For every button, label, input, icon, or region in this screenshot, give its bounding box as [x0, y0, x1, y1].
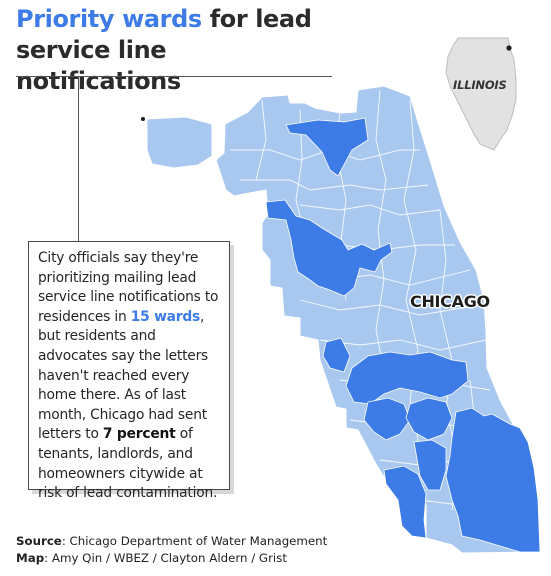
note-part1: City officials say they're prioritizing …	[38, 250, 219, 325]
callout-leader-line	[78, 77, 79, 243]
credits: Source: Chicago Department of Water Mana…	[16, 533, 327, 567]
title-rest: for lead	[201, 5, 312, 33]
note-wards-highlight: 15 wards	[130, 308, 201, 325]
illinois-locator	[445, 37, 517, 151]
priority-ward-south-central	[405, 397, 453, 441]
illinois-label: ILLINOIS	[453, 78, 507, 92]
chicago-location-dot	[506, 45, 512, 51]
title-accent: Priority wards	[16, 5, 202, 33]
priority-wards	[265, 117, 541, 553]
priority-ward-southwest-b	[363, 397, 411, 441]
map-credit-line: Map: Amy Qin / WBEZ / Clayton Aldern / G…	[16, 550, 327, 567]
note-percent-highlight: 7 percent	[102, 426, 176, 443]
map-credit-text: : Amy Qin / WBEZ / Clayton Aldern / Gris…	[44, 551, 287, 565]
title-line2: service line notifications	[16, 36, 181, 95]
priority-ward-northwest	[265, 199, 393, 297]
title-divider	[16, 76, 332, 77]
ohare-area	[146, 116, 213, 169]
priority-ward-southwest-a	[345, 351, 469, 405]
priority-ward-west	[322, 337, 351, 373]
note-part3: of tenants, landlords, and homeowners ci…	[38, 426, 218, 502]
map-title: Priority wards for lead service line not…	[16, 4, 336, 97]
note-part2: , but residents and advocates say the le…	[38, 308, 209, 443]
illinois-state-shape	[445, 37, 517, 151]
priority-ward-lakefront-south	[445, 407, 541, 553]
chicago-label: CHICAGO	[410, 292, 490, 311]
callout-note: City officials say they're prioritizing …	[28, 241, 230, 501]
map-label: Map	[16, 551, 45, 565]
source-line: Source: Chicago Department of Water Mana…	[16, 533, 327, 550]
priority-ward-south-mid	[413, 439, 447, 491]
ohare-marker-dot	[141, 117, 145, 121]
source-text: : Chicago Department of Water Management	[61, 534, 328, 548]
source-label: Source	[16, 534, 62, 548]
priority-ward-far-south	[383, 465, 427, 539]
priority-ward-north	[285, 117, 369, 177]
